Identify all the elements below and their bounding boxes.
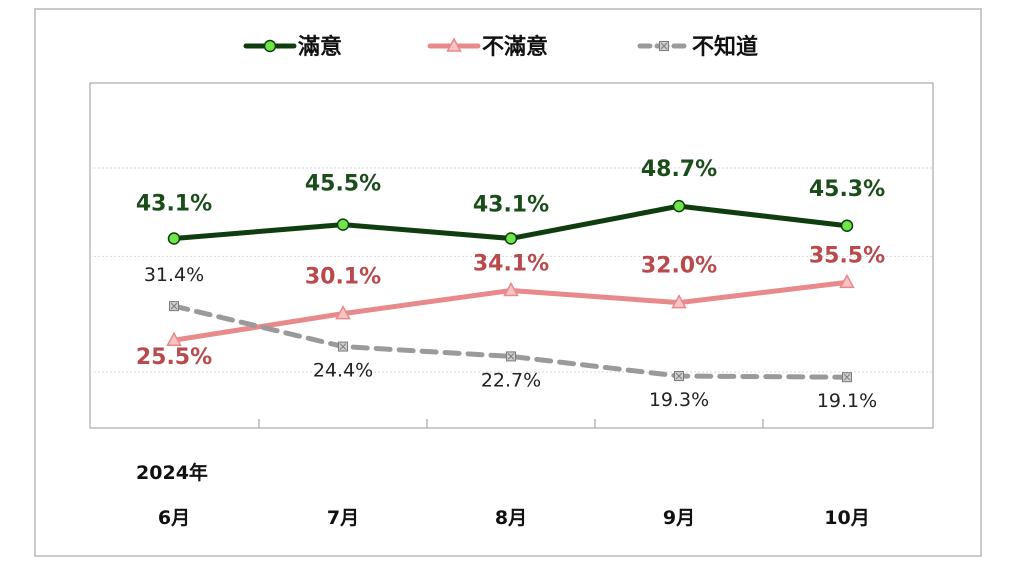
data-point [335, 305, 351, 320]
data-label: 32.0% [641, 254, 717, 279]
x-tick-label: 10月 [824, 507, 869, 529]
data-point [674, 371, 684, 382]
data-label: 24.4% [313, 360, 373, 382]
legend-item: 滿意 [243, 34, 342, 60]
data-label: 35.5% [809, 243, 885, 268]
data-labels: 43.1% 45.5% 43.1% 48.7% 45.3% 25.5% 30.1% 34.1%… [136, 157, 885, 412]
legend: 滿意 不滿意 不知道 [243, 34, 758, 60]
data-label: 34.1% [473, 252, 549, 277]
gridlines [90, 167, 933, 373]
data-label: 22.7% [481, 369, 541, 391]
data-label: 31.4% [144, 264, 204, 286]
data-point [338, 341, 348, 352]
x-axis-labels: 2024年 6月 7月 8月 9月 10月 [136, 461, 870, 529]
data-point [169, 301, 179, 312]
data-point [503, 281, 519, 297]
data-label: 30.1% [305, 265, 381, 290]
data-point [671, 294, 687, 309]
x-tick-label: 6月 [158, 507, 190, 529]
year-label: 2024年 [136, 461, 208, 484]
data-label: 45.3% [809, 177, 885, 202]
x-tick-label: 8月 [495, 507, 527, 529]
data-point [840, 219, 854, 233]
data-label: 19.3% [649, 389, 709, 411]
x-tick-label: 7月 [327, 507, 359, 529]
data-point [506, 351, 516, 362]
data-label: 48.7% [641, 157, 717, 182]
legend-label: 滿意 [298, 34, 342, 60]
x-axis-ticks [258, 419, 764, 428]
legend-item: 不滿意 [427, 34, 548, 60]
legend-item: 不知道 [637, 34, 758, 60]
legend-label: 不知道 [692, 34, 758, 60]
data-point [166, 331, 182, 346]
data-point [504, 232, 518, 245]
data-label: 19.1% [817, 390, 877, 412]
data-point [672, 199, 686, 213]
data-point [336, 218, 350, 231]
data-label: 45.5% [305, 172, 381, 197]
series-lines [166, 199, 855, 383]
data-point [839, 273, 855, 289]
data-point [842, 372, 852, 383]
data-label: 25.5% [136, 345, 212, 370]
x-tick-label: 9月 [663, 507, 695, 529]
plot-area [89, 82, 934, 429]
data-label: 43.1% [136, 191, 212, 216]
series-line [171, 303, 850, 380]
legend-label: 不滿意 [482, 34, 548, 60]
data-point [167, 232, 181, 245]
data-label: 43.1% [473, 192, 549, 217]
